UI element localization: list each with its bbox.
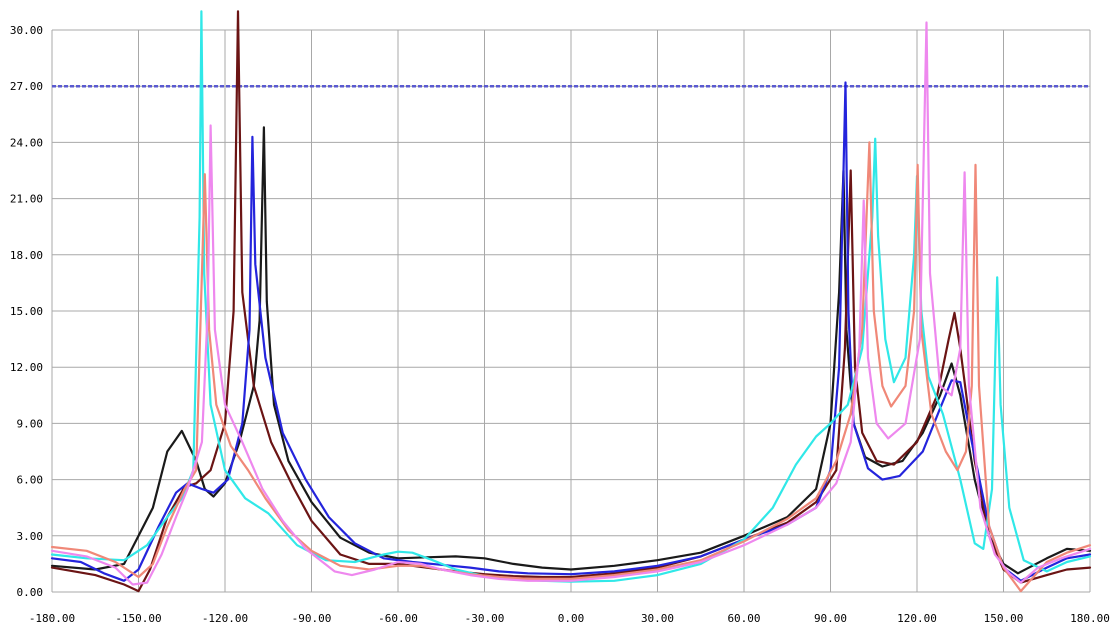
series-line-1 bbox=[50, 126, 1092, 575]
x-tick-label: 90.00 bbox=[814, 612, 847, 625]
x-tick-label: -30.00 bbox=[465, 612, 505, 625]
y-tick-label: 27.00 bbox=[10, 80, 43, 93]
x-tick-label: -120.00 bbox=[202, 612, 248, 625]
series-line-6 bbox=[50, 21, 1092, 586]
series-line-3 bbox=[50, 81, 1092, 582]
series-line-2 bbox=[50, 10, 1092, 593]
x-tick-label: 180.00 bbox=[1070, 612, 1110, 625]
y-tick-label: 15.00 bbox=[10, 305, 43, 318]
y-tick-label: 24.00 bbox=[10, 136, 43, 149]
x-tick-label: -180.00 bbox=[29, 612, 75, 625]
x-tick-label: -60.00 bbox=[378, 612, 418, 625]
grid-lines bbox=[51, 29, 1091, 593]
y-tick-label: 9.00 bbox=[17, 417, 44, 430]
series-line-5 bbox=[50, 141, 1092, 593]
x-tick-label: -150.00 bbox=[115, 612, 161, 625]
y-tick-label: 12.00 bbox=[10, 361, 43, 374]
y-tick-label: 18.00 bbox=[10, 249, 43, 262]
y-tick-label: 6.00 bbox=[17, 474, 44, 487]
x-tick-label: 150.00 bbox=[984, 612, 1024, 625]
y-axis-tick-labels: 0.00 3.00 6.00 9.00 12.00 15.00 18.00 21.00 24.0… bbox=[10, 24, 43, 599]
y-tick-label: 30.00 bbox=[10, 24, 43, 37]
y-tick-label: 0.00 bbox=[17, 586, 44, 599]
x-tick-label: -90.00 bbox=[292, 612, 332, 625]
y-tick-label: 3.00 bbox=[17, 530, 44, 543]
series-group bbox=[50, 10, 1092, 593]
x-tick-label: 30.00 bbox=[641, 612, 674, 625]
x-tick-label: 0.00 bbox=[558, 612, 585, 625]
x-tick-label: 120.00 bbox=[897, 612, 937, 625]
x-axis-tick-labels: -180.00 -150.00 -120.00 -90.00 -60.00 -30.00 0… bbox=[29, 612, 1110, 625]
y-tick-label: 21.00 bbox=[10, 193, 43, 206]
x-tick-label: 60.00 bbox=[727, 612, 760, 625]
